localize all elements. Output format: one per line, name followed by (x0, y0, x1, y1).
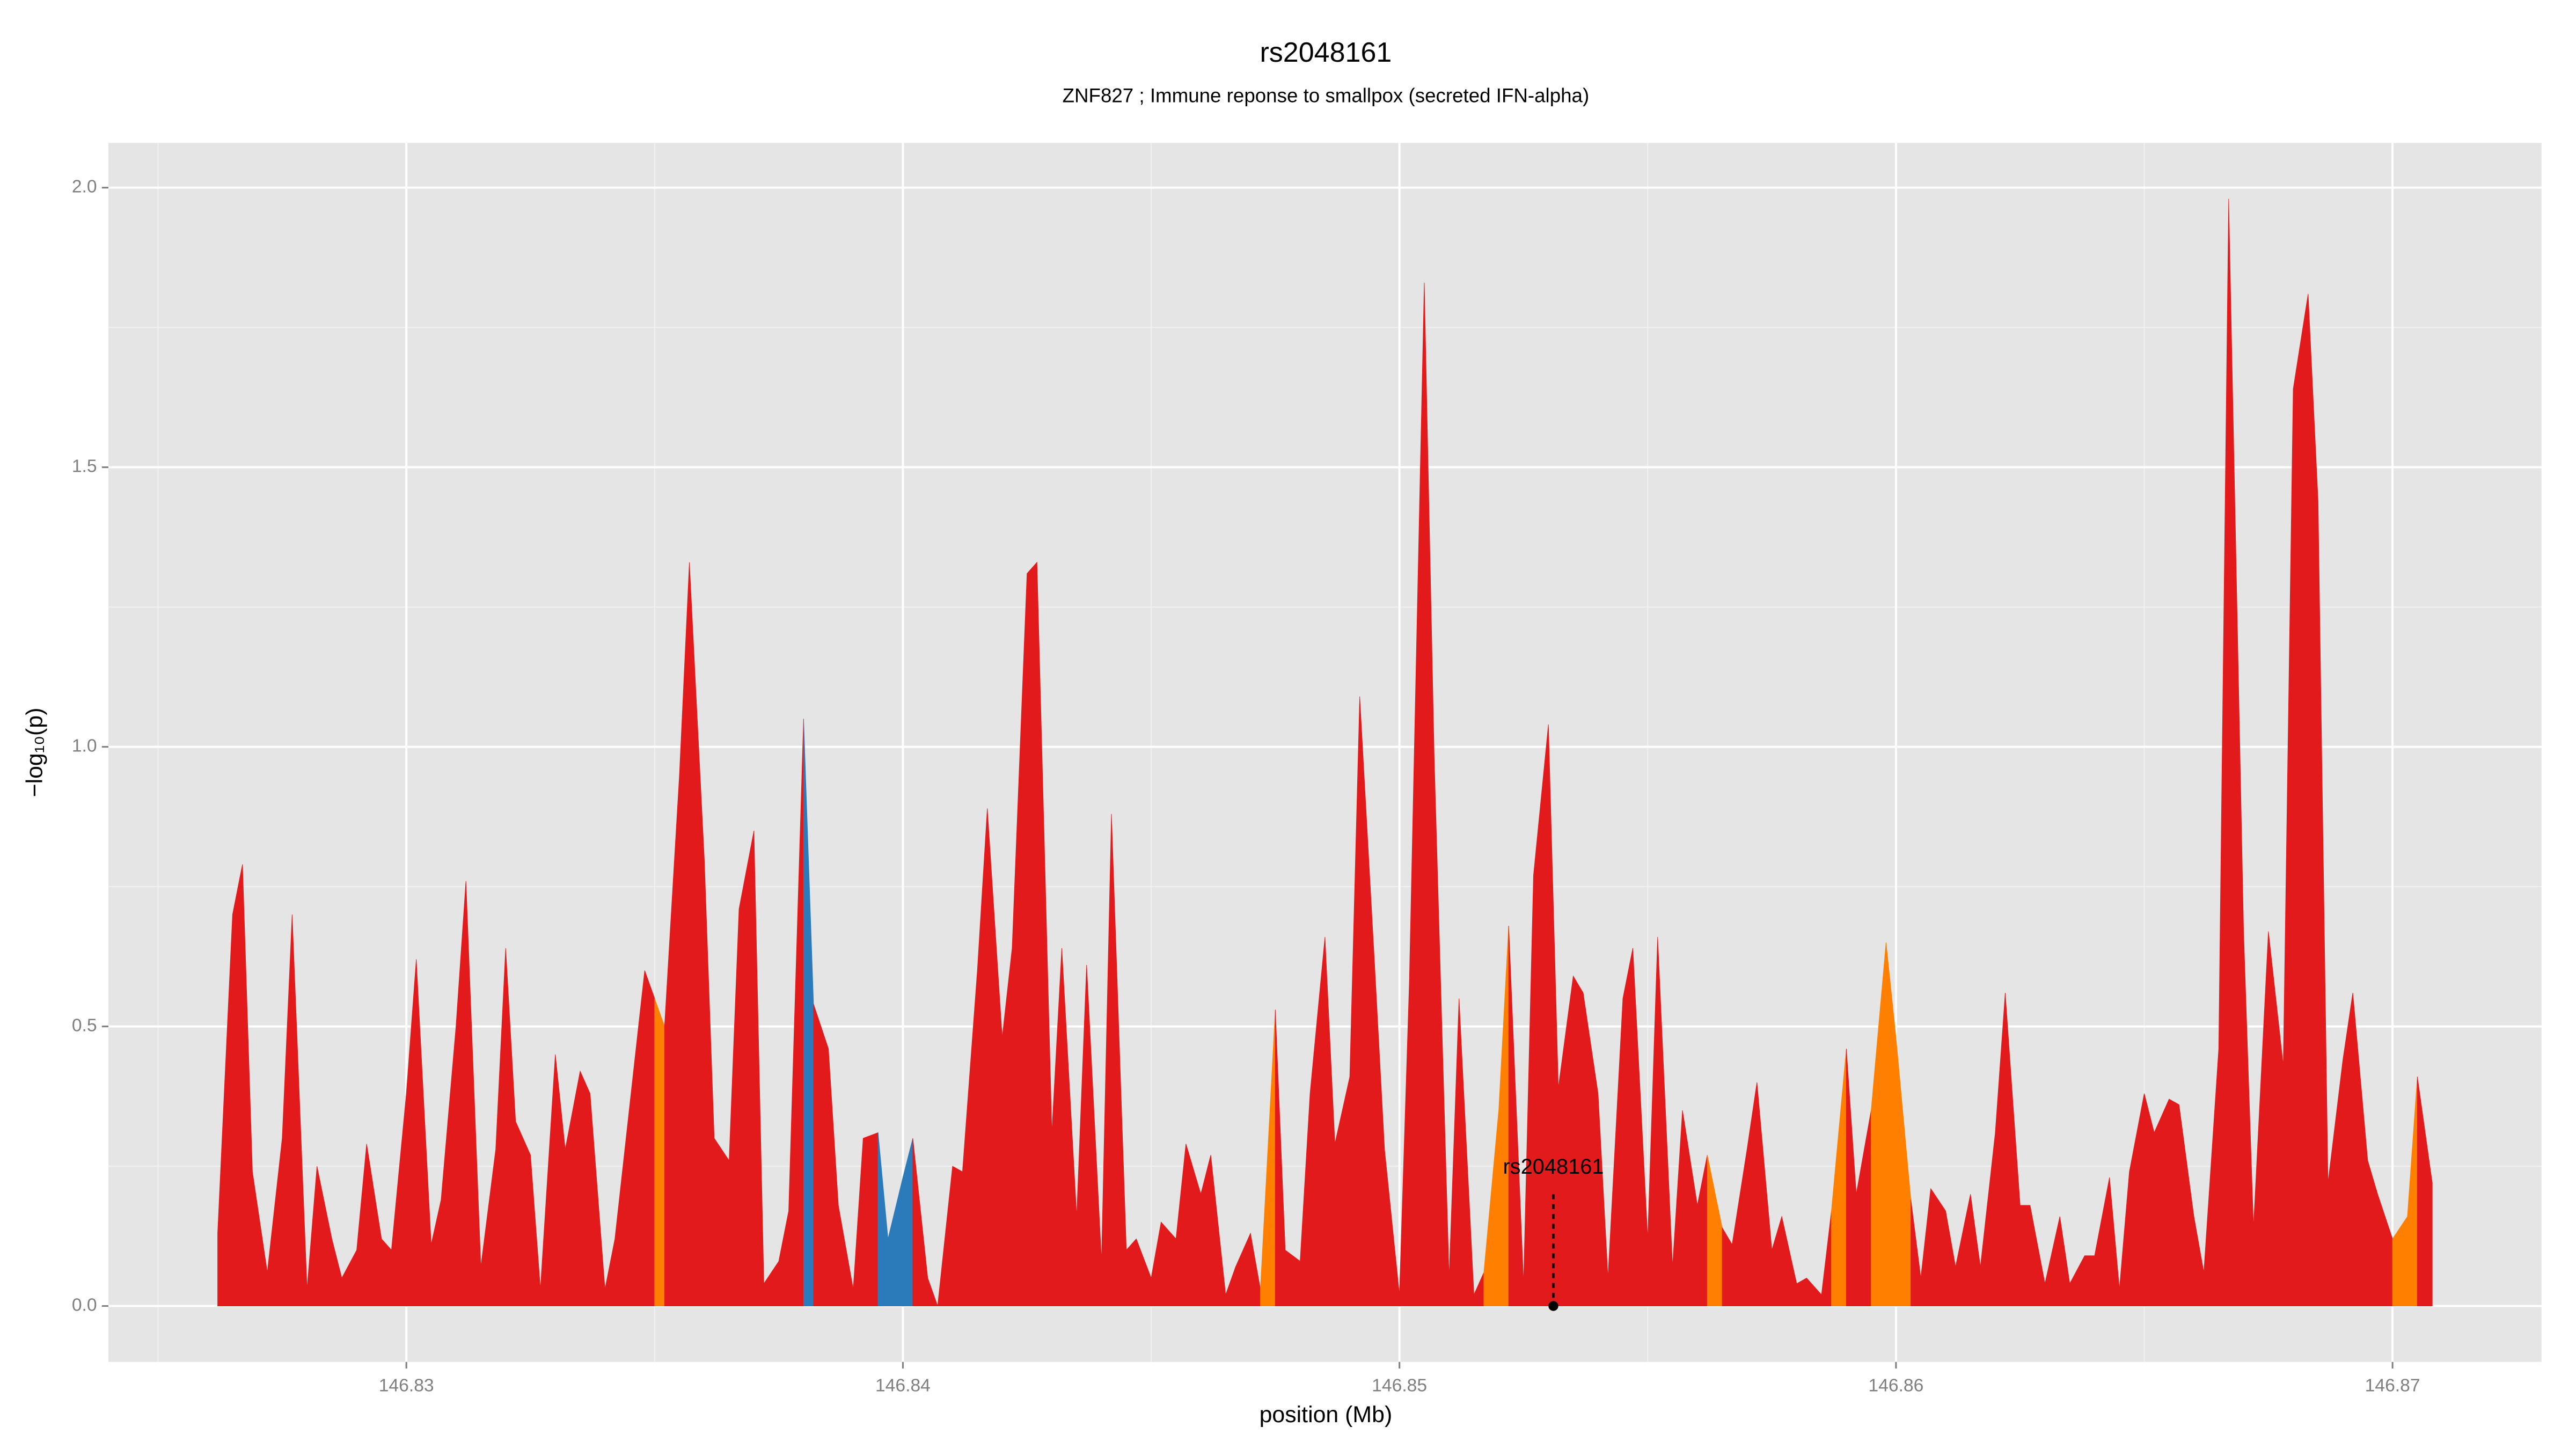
x-tick-label: 146.86 (1868, 1376, 1923, 1396)
y-tick-label: 0.0 (72, 1295, 97, 1315)
x-tick-label: 146.84 (875, 1376, 931, 1396)
x-tick-label: 146.83 (379, 1376, 434, 1396)
area (912, 561, 1261, 1307)
x-axis-label: position (Mb) (1260, 1402, 1393, 1428)
area (1846, 1049, 1872, 1307)
chart-title: rs2048161 (1260, 37, 1392, 68)
axes: 146.83 146.84 146.85 146.86 146.87 0.0 0.5 1.0 1… (72, 177, 2420, 1396)
y-axis-label: −log₁₀(p) (22, 708, 48, 797)
area (2417, 1077, 2433, 1307)
area (1483, 926, 1509, 1307)
x-tick-label: 146.87 (2365, 1376, 2420, 1396)
annotation-label: rs2048161 (1503, 1155, 1604, 1179)
area (2392, 1077, 2418, 1307)
area (217, 864, 655, 1307)
marks: rs2048161 (217, 199, 2433, 1311)
annotation-point (1548, 1301, 1558, 1311)
y-tick-label: 0.5 (72, 1015, 97, 1035)
area (1275, 282, 1484, 1307)
y-tick-label: 1.0 (72, 736, 97, 756)
y-tick-label: 2.0 (72, 177, 97, 197)
y-tick-label: 1.5 (72, 457, 97, 477)
area (1508, 724, 1708, 1307)
area (664, 562, 804, 1307)
area (1911, 199, 2393, 1307)
x-tick-label: 146.85 (1372, 1376, 1427, 1396)
chart-subtitle: ZNF827 ; Immune reponse to smallpox (sec… (1063, 84, 1590, 106)
area (654, 998, 665, 1307)
